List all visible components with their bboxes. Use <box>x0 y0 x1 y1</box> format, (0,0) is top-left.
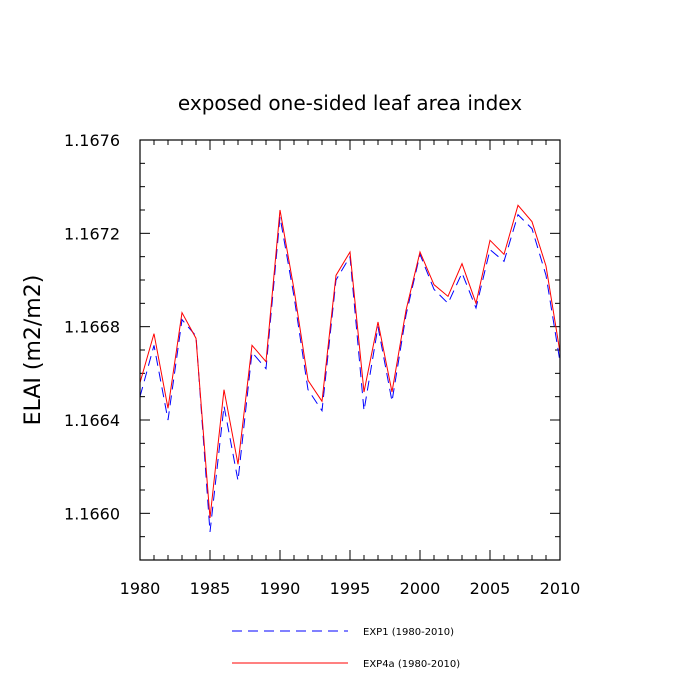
legend-label: EXP1 (1980-2010) <box>363 627 454 638</box>
x-tick-label: 2005 <box>470 579 511 598</box>
series-line-2 <box>139 204 561 519</box>
x-tick-label: 2000 <box>400 579 441 598</box>
legend: EXP1 (1980-2010) EXP4a (1980-2010) <box>232 627 460 670</box>
y-tick-label: 1.1676 <box>64 131 120 150</box>
legend-label: EXP4a (1980-2010) <box>363 659 460 670</box>
x-tick-label: 1980 <box>120 579 161 598</box>
x-tick-label: 2010 <box>540 579 581 598</box>
y-axis-label: ELAI (m2/m2) <box>21 275 46 426</box>
x-tick-label: 1985 <box>190 579 231 598</box>
x-tick-label: 1995 <box>330 579 371 598</box>
y-tick-label: 1.1668 <box>64 318 120 337</box>
series-lines <box>139 204 561 533</box>
series-line-1 <box>139 213 561 533</box>
x-tick-label: 1990 <box>260 579 301 598</box>
axes-ticks: 1980 1985 1990 1995 2000 2005 2010 1.1660 1.1664… <box>64 131 580 598</box>
plot-frame <box>139 139 561 561</box>
y-tick-label: 1.1664 <box>64 411 120 430</box>
chart-title: exposed one-sided leaf area index <box>178 91 522 115</box>
y-tick-label: 1.1672 <box>64 224 120 243</box>
y-tick-label: 1.1660 <box>64 504 120 523</box>
